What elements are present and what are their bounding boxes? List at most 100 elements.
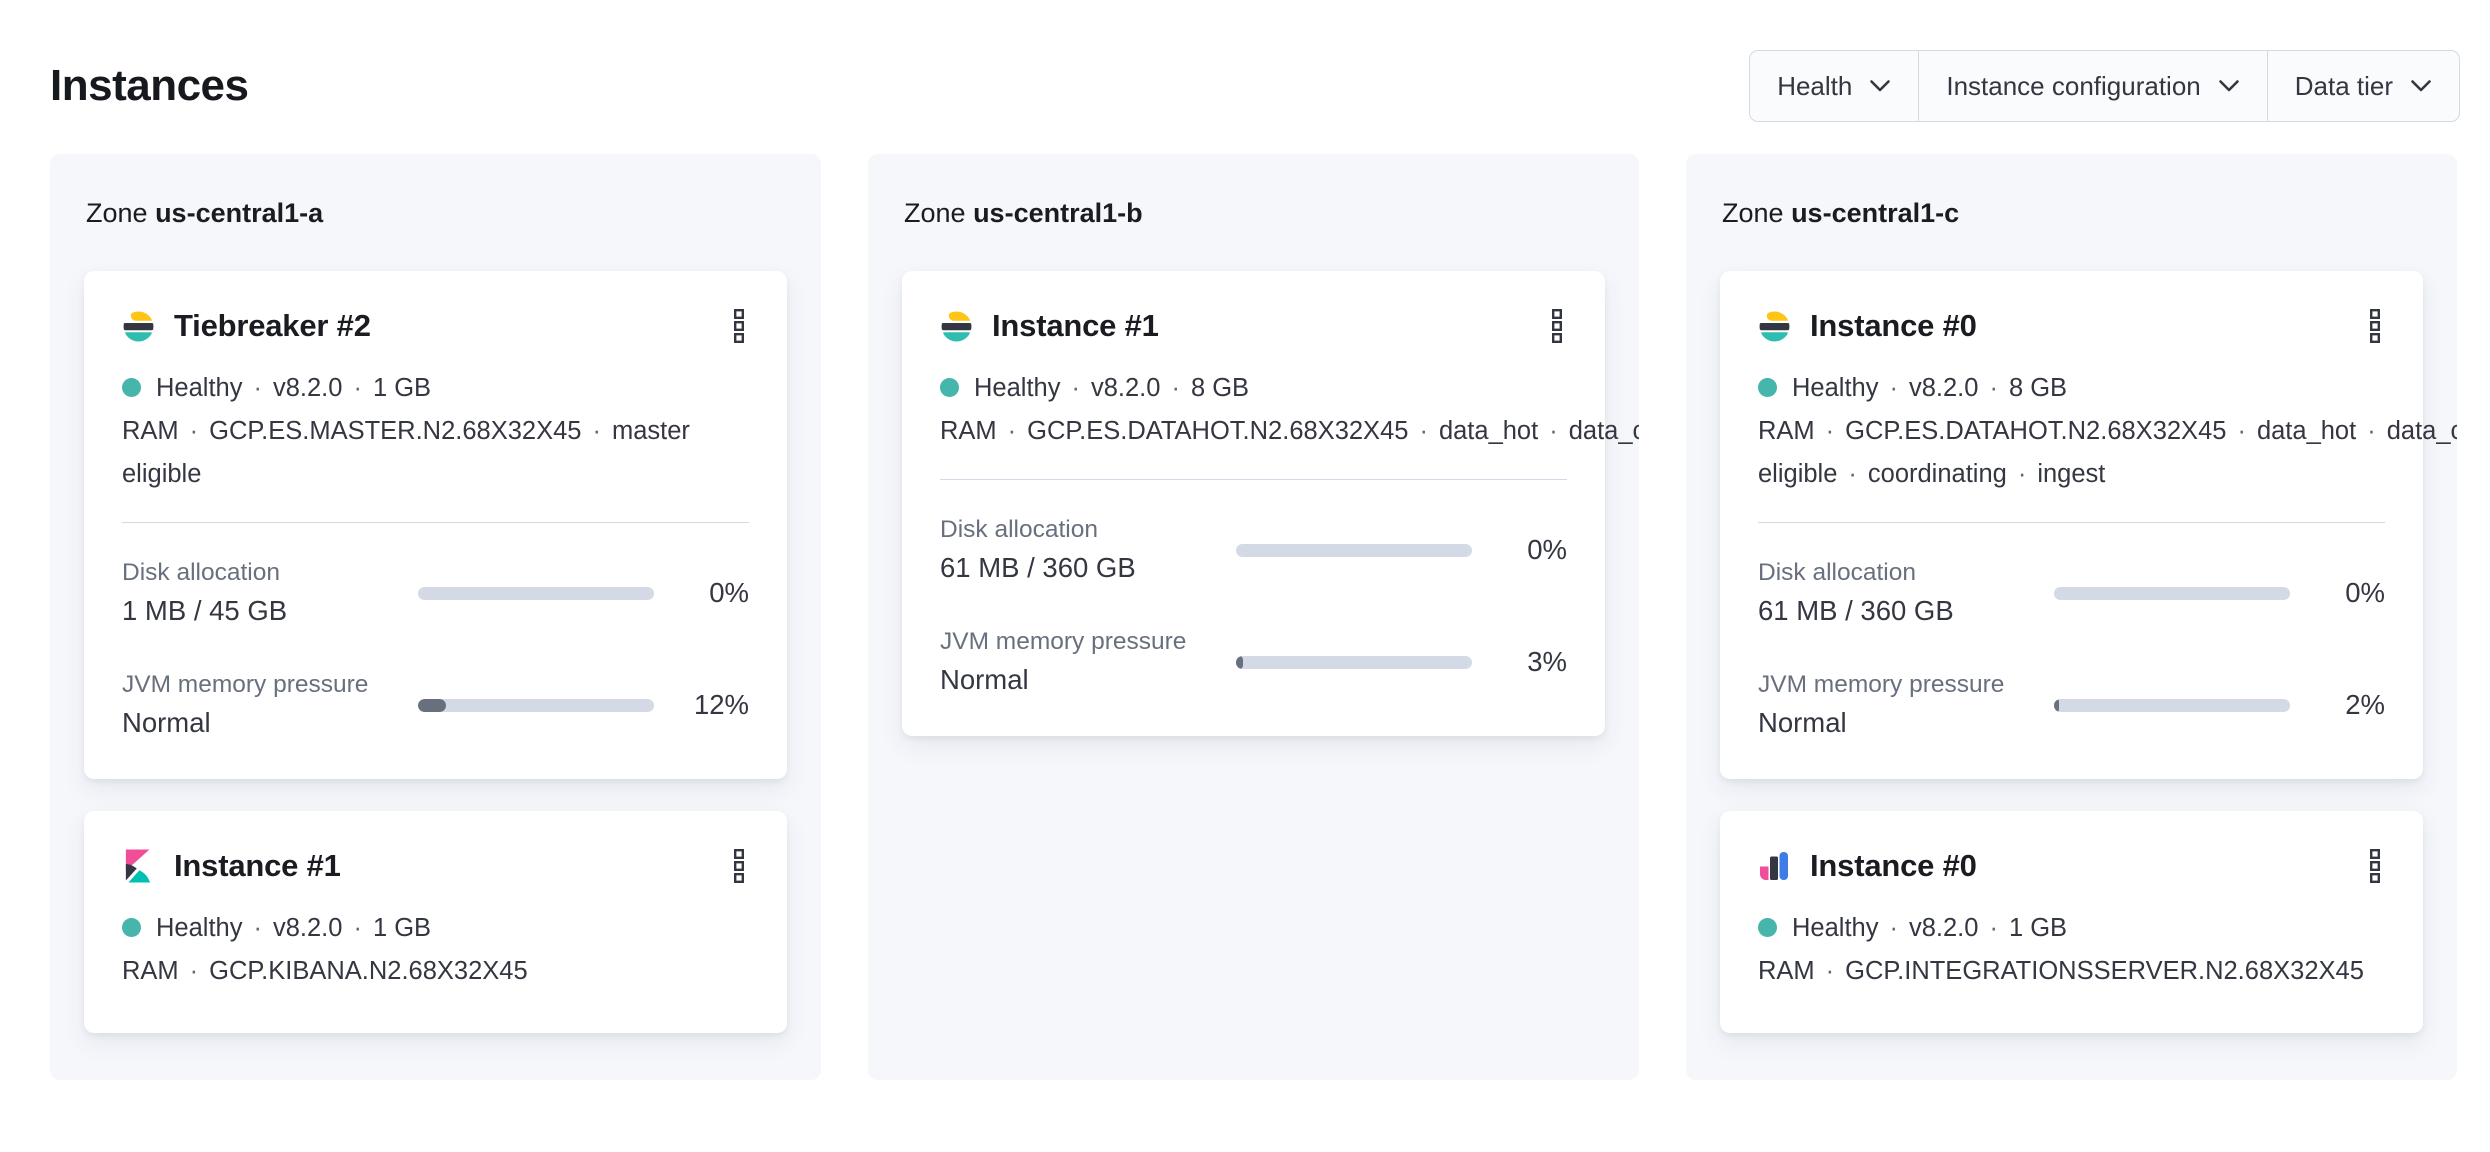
boxes-vertical-icon [734,849,744,883]
boxes-vertical-icon [1551,309,1563,343]
filter-label: Data tier [2294,70,2393,101]
status-text: Healthy · v8.2.0 · 8 GB RAM · GCP.ES.DATAHOT.N… [1758,374,2457,488]
jvm-memory-pressure-metric: JVM memory pressure Normal 3% [940,628,1567,696]
metric-percent: 0% [709,577,749,608]
disk-progress-bar [2054,586,2290,600]
instance-title: Tiebreaker #2 [174,308,371,343]
card-header: Instance #0 [1758,307,2385,345]
status-text: Healthy · v8.2.0 · 1 GB RAM · GCP.ES.MASTER.N2… [122,374,690,488]
instance-title: Instance #0 [1810,848,1977,883]
instance-title: Instance #1 [174,848,341,883]
chevron-down-icon [1870,80,1891,92]
metric-value: 1 MB / 45 GB [122,595,288,626]
progress-fill [1236,655,1244,669]
metric-label: Disk allocation [1758,559,1916,586]
boxes-vertical-icon [734,309,744,343]
health-dot-icon [940,378,959,397]
instance-menu-button[interactable] [729,847,749,885]
instance-status: Healthy · v8.2.0 · 1 GB RAM · GCP.KIBANA.N2.68… [122,907,749,993]
metric-text: Disk allocation 1 MB / 45 GB [122,559,418,627]
metric-percent: 0% [2345,577,2385,608]
disk-progress-bar [1236,543,1472,557]
filter-button-data-tier[interactable]: Data tier [2266,51,2459,121]
metric-text: JVM memory pressure Normal [1758,671,2054,739]
metric-value: Normal [122,707,211,738]
metric-label: JVM memory pressure [940,628,1187,655]
zone-label: Zone us-central1-c [1722,198,2423,229]
health-dot-icon [122,378,141,397]
instance-menu-button[interactable] [729,307,749,345]
metric-value: 61 MB / 360 GB [940,552,1136,583]
metric-value: Normal [940,664,1029,695]
elasticsearch-logo-icon [1758,308,1792,344]
card-header: Instance #1 [122,847,749,885]
integrations-server-logo-icon [1758,848,1792,884]
metric-percent: 12% [693,689,749,720]
metric-text: Disk allocation 61 MB / 360 GB [940,516,1236,584]
status-text: Healthy · v8.2.0 · 8 GB RAM · GCP.ES.DATAHOT.N… [940,374,1639,445]
metric-label: JVM memory pressure [122,671,369,698]
card-divider [940,479,1567,480]
disk-allocation-metric: Disk allocation 61 MB / 360 GB 0% [1758,559,2385,627]
metric-value: 61 MB / 360 GB [1758,595,1954,626]
instance-card-kibana-1: Instance #1 Healthy · v8.2.0 · 1 GB RAM · GCP.… [84,811,787,1033]
zone-label: Zone us-central1-a [86,198,787,229]
filter-group: Health Instance configuration Data tier [1749,50,2460,122]
jvm-memory-pressure-metric: JVM memory pressure Normal 12% [122,671,749,739]
instance-menu-button[interactable] [2365,847,2385,885]
health-dot-icon [1758,378,1777,397]
zone-name: us-central1-b [973,198,1143,228]
jvm-progress-bar [418,698,654,712]
disk-allocation-metric: Disk allocation 1 MB / 45 GB 0% [122,559,749,627]
filter-button-health[interactable]: Health [1750,51,1918,121]
health-dot-icon [1758,918,1777,937]
zone-name: us-central1-a [155,198,324,228]
instance-card-tiebreaker-2: Tiebreaker #2 Healthy · v8.2.0 · 1 GB RAM · GC… [84,271,787,779]
instance-menu-button[interactable] [2365,307,2385,345]
instance-status: Healthy · v8.2.0 · 8 GB RAM · GCP.ES.DATAHOT.N… [1758,367,2457,496]
instance-status: Healthy · v8.2.0 · 8 GB RAM · GCP.ES.DATAHOT.N… [940,367,1639,453]
metric-text: JVM memory pressure Normal [940,628,1236,696]
card-header: Instance #0 [1758,847,2385,885]
filter-label: Instance configuration [1946,70,2201,101]
instance-title: Instance #0 [1810,308,1977,343]
metric-label: Disk allocation [940,516,1098,543]
chevron-down-icon [2411,80,2431,92]
disk-allocation-metric: Disk allocation 61 MB / 360 GB 0% [940,516,1567,584]
card-divider [122,522,749,523]
zone-panel-us-central1-a: Zone us-central1-a Tiebreaker #2 Healthy… [50,154,821,1080]
instance-menu-button[interactable] [1547,307,1567,345]
metric-value: Normal [1758,707,1847,738]
zone-label-prefix: Zone [1722,198,1784,228]
progress-fill [2054,698,2059,712]
kibana-logo-icon [122,848,156,884]
metric-text: Disk allocation 61 MB / 360 GB [1758,559,2054,627]
zone-label-prefix: Zone [86,198,148,228]
metric-percent: 3% [1527,646,1567,677]
zone-panel-us-central1-c: Zone us-central1-c Instance #0 Healthy · v… [1686,154,2457,1080]
filter-button-instance-configuration[interactable]: Instance configuration [1918,51,2266,121]
card-divider [1758,522,2385,523]
disk-progress-bar [418,586,654,600]
metric-text: JVM memory pressure Normal [122,671,418,739]
metric-label: Disk allocation [122,559,280,586]
instance-status: Healthy · v8.2.0 · 1 GB RAM · GCP.ES.MASTER.N2… [122,367,749,496]
metric-percent: 0% [1527,534,1567,565]
page-title: Instances [50,61,249,110]
progress-fill [418,698,447,712]
instance-card-es-0: Instance #0 Healthy · v8.2.0 · 8 GB RAM · GCP.… [1720,271,2457,779]
metric-label: JVM memory pressure [1758,671,2005,698]
jvm-memory-pressure-metric: JVM memory pressure Normal 2% [1758,671,2385,739]
instance-card-integrations-0: Instance #0 Healthy · v8.2.0 · 1 GB RAM · GCP.… [1720,811,2423,1033]
status-text: Healthy · v8.2.0 · 1 GB RAM · GCP.INTEGRATIONS… [1758,914,2364,985]
boxes-vertical-icon [2369,849,2381,883]
health-dot-icon [122,918,141,937]
zone-label-prefix: Zone [904,198,966,228]
jvm-progress-bar [2054,698,2290,712]
status-text: Healthy · v8.2.0 · 1 GB RAM · GCP.KIBANA.N2.68… [122,914,528,985]
zone-label: Zone us-central1-b [904,198,1605,229]
metric-percent: 2% [2345,689,2385,720]
zone-panel-us-central1-b: Zone us-central1-b Instance #1 Healthy · v… [868,154,1639,1080]
instance-status: Healthy · v8.2.0 · 1 GB RAM · GCP.INTEGRATIONS… [1758,907,2385,993]
card-header: Tiebreaker #2 [122,307,749,345]
